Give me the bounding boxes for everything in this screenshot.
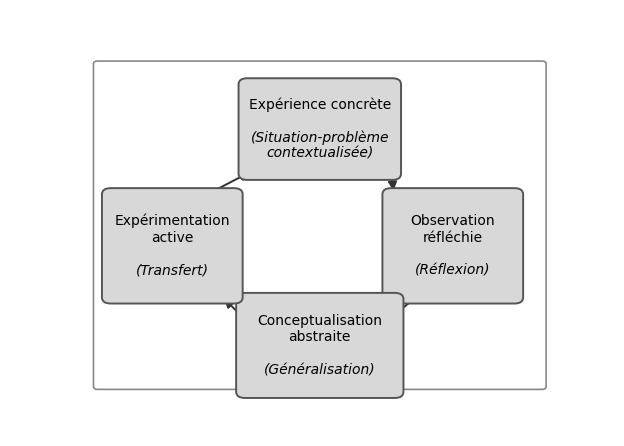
Text: abstraite: abstraite	[289, 330, 351, 344]
FancyBboxPatch shape	[102, 188, 243, 304]
Text: Expérience concrète: Expérience concrète	[249, 97, 391, 112]
FancyBboxPatch shape	[383, 188, 523, 304]
Text: (Situation-problème: (Situation-problème	[251, 130, 389, 145]
Text: (Transfert): (Transfert)	[136, 264, 209, 277]
Text: (Réflexion): (Réflexion)	[415, 264, 490, 277]
FancyBboxPatch shape	[238, 78, 401, 180]
FancyBboxPatch shape	[236, 293, 404, 398]
Text: contextualisée): contextualisée)	[266, 147, 373, 161]
Text: Expérimentation: Expérimentation	[115, 214, 230, 228]
Text: Observation: Observation	[411, 214, 495, 228]
Text: Conceptualisation: Conceptualisation	[257, 314, 383, 328]
Text: (Généralisation): (Généralisation)	[264, 363, 376, 377]
FancyBboxPatch shape	[94, 61, 546, 389]
Text: réfléchie: réfléchie	[422, 231, 483, 244]
Text: active: active	[151, 231, 193, 244]
